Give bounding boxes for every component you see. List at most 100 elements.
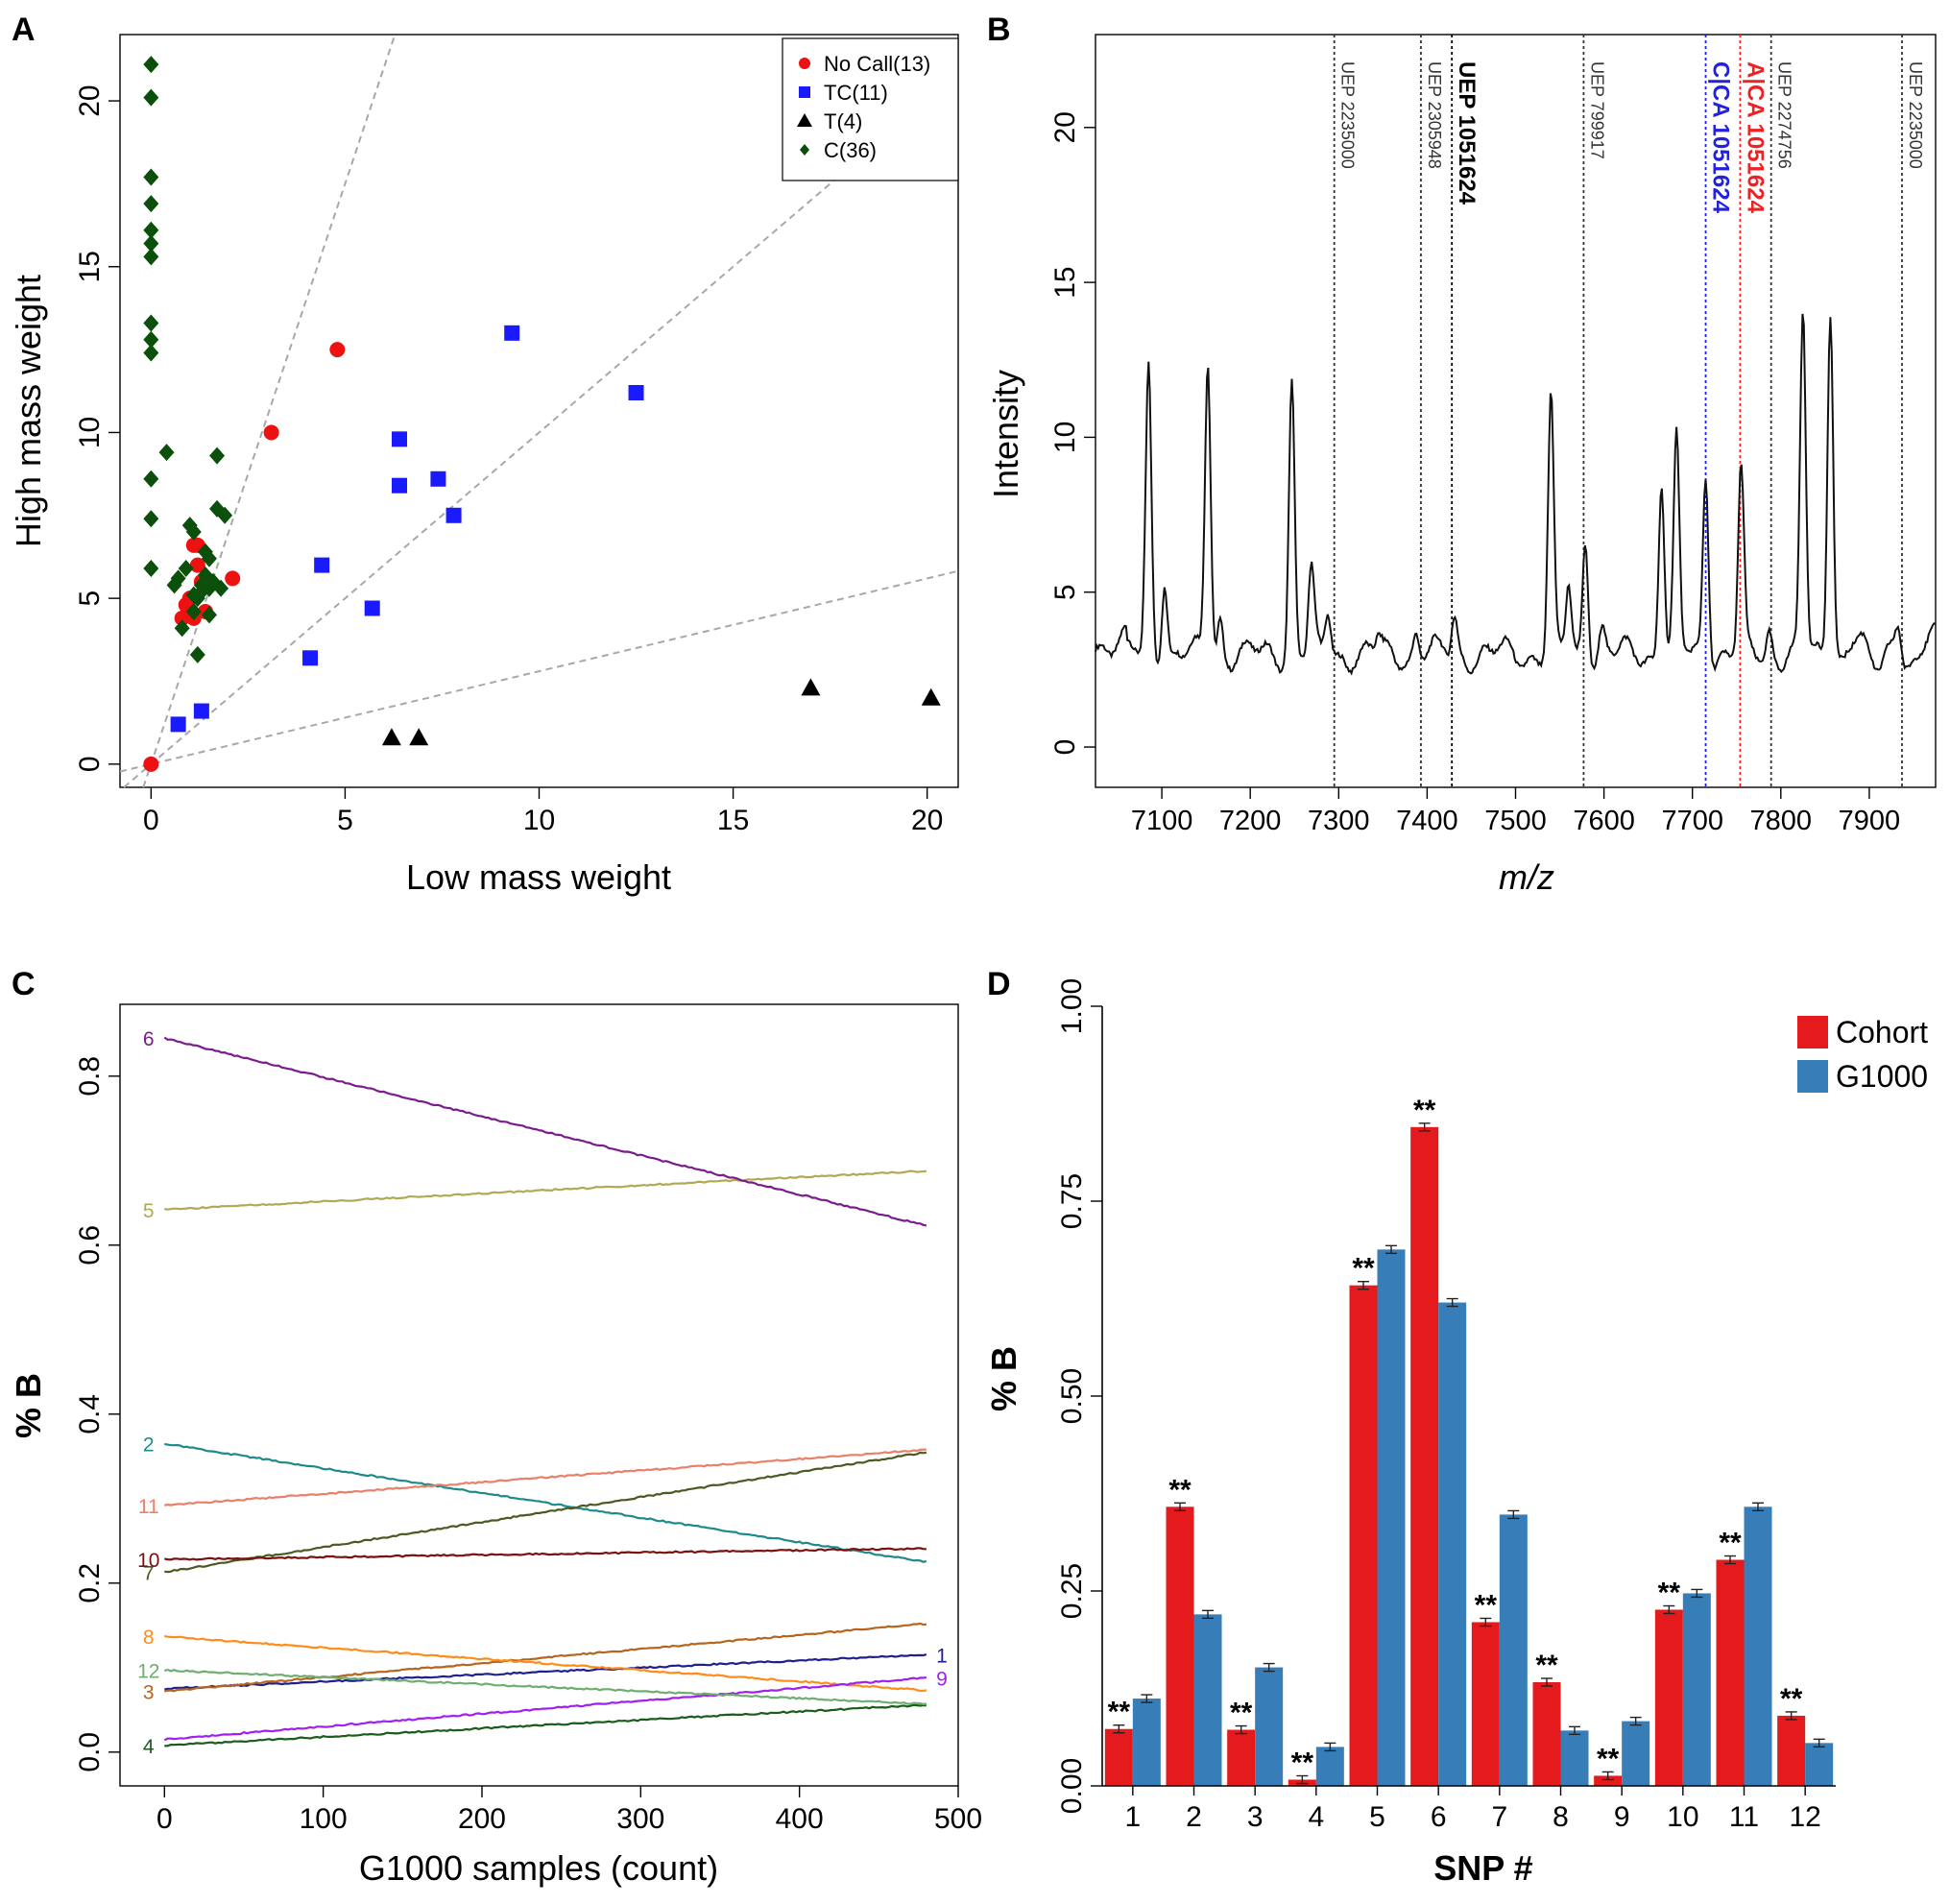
- panel-a-legend: No Call(13) TC(11) T(4) C(36): [782, 37, 959, 181]
- point-c-3: [143, 168, 159, 186]
- bar-g1000-12: [1805, 1743, 1834, 1786]
- x-tick-label: 0: [156, 1803, 173, 1835]
- point-tc-1: [170, 716, 186, 733]
- panel-d-legend: Cohort G1000: [1797, 1015, 1928, 1094]
- point-c-11: [143, 470, 159, 488]
- point-nocall-9: [263, 424, 279, 441]
- significance-marker: **: [1291, 1747, 1314, 1779]
- panel-label-b: B: [987, 12, 1011, 48]
- point-c-29: [201, 549, 217, 567]
- series-line-5: [164, 1169, 927, 1211]
- x-tick-label: 10: [523, 805, 555, 836]
- series-line-9: [163, 1675, 927, 1742]
- panel-d-ylabel: % B: [984, 1346, 1023, 1411]
- point-tc-10: [504, 325, 520, 341]
- y-tick-label: 0.50: [1056, 1368, 1088, 1424]
- mass-marker-label: UEP 2235000: [1338, 61, 1358, 169]
- x-tick-label: 1: [1124, 1801, 1141, 1833]
- y-tick-label: 15: [74, 251, 106, 282]
- point-tc-3: [302, 650, 319, 666]
- y-tick-label: 0.0: [74, 1732, 106, 1772]
- point-c-5: [143, 221, 159, 239]
- x-tick-label: 10: [1667, 1801, 1698, 1833]
- significance-marker: **: [1168, 1474, 1192, 1506]
- panel-a-ylabel: High mass weight: [9, 275, 48, 547]
- bar-g1000-1: [1132, 1699, 1161, 1786]
- point-nocall-6: [189, 557, 205, 573]
- y-tick-label: 0.75: [1056, 1173, 1088, 1229]
- point-nocall-10: [329, 342, 346, 358]
- x-tick-label: 0: [143, 805, 159, 836]
- point-nocall-2: [174, 610, 190, 626]
- bar-g1000-6: [1438, 1302, 1467, 1786]
- series-label-10: 10: [137, 1550, 159, 1572]
- series-label-11: 11: [138, 1496, 159, 1518]
- point-c-7: [143, 248, 159, 266]
- spectrum-line: [1095, 313, 1936, 676]
- x-tick-label: 6: [1431, 1801, 1447, 1833]
- point-c-10: [143, 344, 159, 362]
- point-c-22: [189, 645, 205, 663]
- bar-cohort-7: [1471, 1622, 1500, 1786]
- legend-label: TC(11): [824, 81, 888, 105]
- x-tick-label: 7: [1491, 1801, 1507, 1833]
- x-tick-label: 400: [776, 1803, 824, 1835]
- point-tc-8: [430, 470, 446, 487]
- mass-marker-label: UEP 799917: [1587, 61, 1606, 159]
- x-tick-label: 7200: [1219, 806, 1282, 836]
- legend-swatch-g1000: [1797, 1060, 1828, 1093]
- y-tick-label: 10: [1049, 422, 1081, 453]
- bar-cohort-10: [1654, 1609, 1683, 1786]
- series-label-4: 4: [143, 1736, 155, 1758]
- y-tick-label: 5: [74, 590, 106, 607]
- point-tc-5: [364, 600, 380, 616]
- y-tick-label: 0.4: [74, 1394, 106, 1434]
- x-tick-label: 7900: [1839, 806, 1901, 836]
- series-label-9: 9: [936, 1668, 948, 1690]
- point-c-19: [185, 523, 202, 542]
- point-tc-7: [392, 431, 407, 447]
- x-tick-label: 7500: [1484, 806, 1547, 836]
- point-c-4: [143, 195, 159, 213]
- significance-marker: **: [1658, 1577, 1681, 1608]
- bar-cohort-11: [1716, 1559, 1745, 1786]
- y-tick-label: 0: [1049, 739, 1081, 756]
- bar-g1000-9: [1622, 1721, 1650, 1786]
- point-tc-2: [193, 703, 209, 719]
- x-tick-label: 15: [717, 805, 749, 836]
- x-tick-label: 200: [458, 1803, 506, 1835]
- legend-label-cohort: Cohort: [1836, 1015, 1928, 1049]
- point-nocall-1: [143, 756, 159, 772]
- point-c-8: [143, 314, 159, 332]
- series-line-2: [164, 1442, 927, 1563]
- series-label-8: 8: [143, 1627, 155, 1649]
- mass-marker-label: C|CA 1051624: [1708, 61, 1734, 214]
- series-line-6: [163, 1036, 927, 1227]
- point-t-3: [801, 678, 821, 696]
- bar-g1000-7: [1499, 1514, 1528, 1786]
- point-c-16: [174, 619, 190, 638]
- mass-marker-label: UEP 2235000: [1906, 61, 1925, 169]
- series-label-7: 7: [143, 1562, 155, 1584]
- mass-marker-label: A|CA 1051624: [1742, 61, 1768, 214]
- point-c-28: [201, 606, 217, 624]
- bar-cohort-6: [1410, 1126, 1439, 1786]
- legend-marker-4: [800, 144, 809, 156]
- reference-line-1: [142, 34, 397, 788]
- panel-d-xlabel: SNP #: [1433, 1848, 1532, 1888]
- legend-label: T(4): [824, 109, 862, 133]
- bar-cohort-2: [1166, 1506, 1194, 1786]
- panel-d-bars: ************************ 1 2 3 4 5 6 7 8 9 10 11 12…: [984, 978, 1928, 1888]
- y-tick-label: 20: [74, 84, 106, 116]
- significance-marker: **: [1475, 1589, 1498, 1621]
- point-c-6: [143, 234, 159, 253]
- series-line-4: [164, 1703, 927, 1747]
- point-tc-11: [628, 385, 644, 401]
- significance-marker: **: [1413, 1095, 1436, 1126]
- point-c-32: [209, 446, 226, 465]
- panel-c-ylabel: % B: [9, 1373, 48, 1438]
- x-tick-label: 300: [616, 1803, 664, 1835]
- x-tick-label: 100: [300, 1803, 348, 1835]
- reference-line-3: [119, 569, 959, 773]
